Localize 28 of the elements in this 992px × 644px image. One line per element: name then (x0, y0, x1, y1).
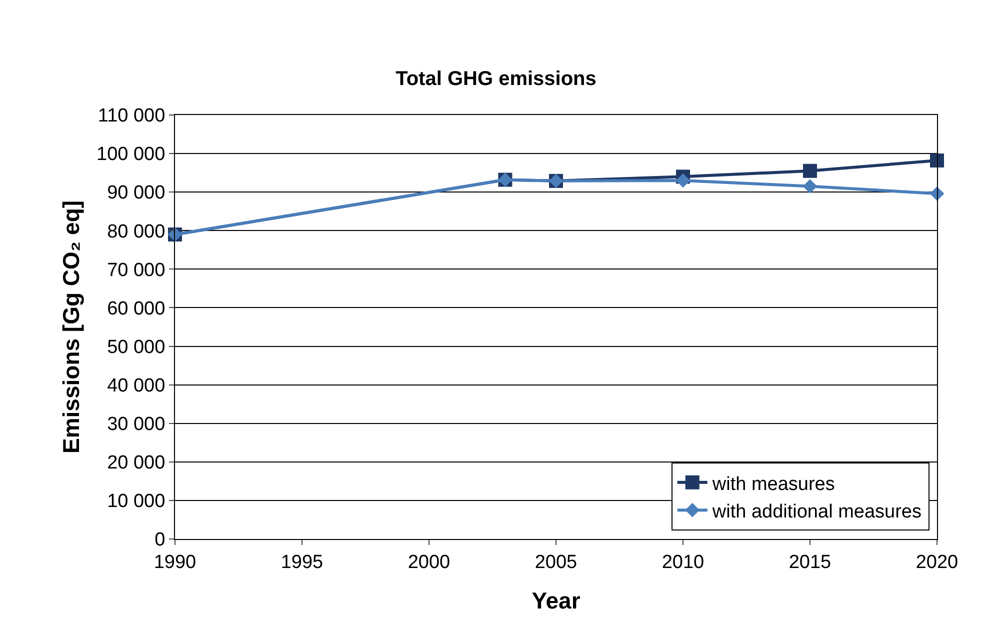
y-tick-label: 40 000 (107, 375, 166, 396)
legend-label: with additional measures (711, 501, 922, 522)
point (930, 153, 944, 168)
y-tick-label: 10 000 (107, 491, 166, 512)
x-axis-title: Year (532, 587, 580, 614)
y-tick-label: 80 000 (107, 221, 166, 242)
y-tick-label: 30 000 (107, 414, 166, 436)
y-tick-label: 100 000 (96, 144, 166, 166)
x-tick-label: 2005 (534, 552, 578, 573)
x-tick-label: 2000 (408, 552, 450, 573)
y-axis-title: Emissions [Gg CO₂ eq] (58, 200, 84, 454)
y-tick-label: 110 000 (98, 106, 166, 127)
x-tick-label: 2010 (662, 552, 704, 573)
point (802, 179, 818, 194)
y-tick-label: 20 000 (107, 452, 166, 474)
y-tick-label: 0 (154, 530, 166, 551)
y-tick-label: 70 000 (107, 260, 166, 281)
point (803, 164, 817, 178)
y-tick-label: 50 000 (107, 336, 166, 358)
legend-label: with measures (711, 474, 835, 495)
x-tick-label: 1990 (154, 552, 196, 573)
y-tick-label: 60 000 (107, 298, 166, 320)
chart-title: Total GHG emissions (396, 68, 596, 90)
y-tick-label: 90 000 (107, 182, 166, 204)
point (676, 173, 690, 188)
x-tick-label: 2020 (916, 552, 958, 573)
x-tick-label: 1995 (280, 552, 324, 573)
x-tick-label: 2015 (788, 552, 832, 573)
